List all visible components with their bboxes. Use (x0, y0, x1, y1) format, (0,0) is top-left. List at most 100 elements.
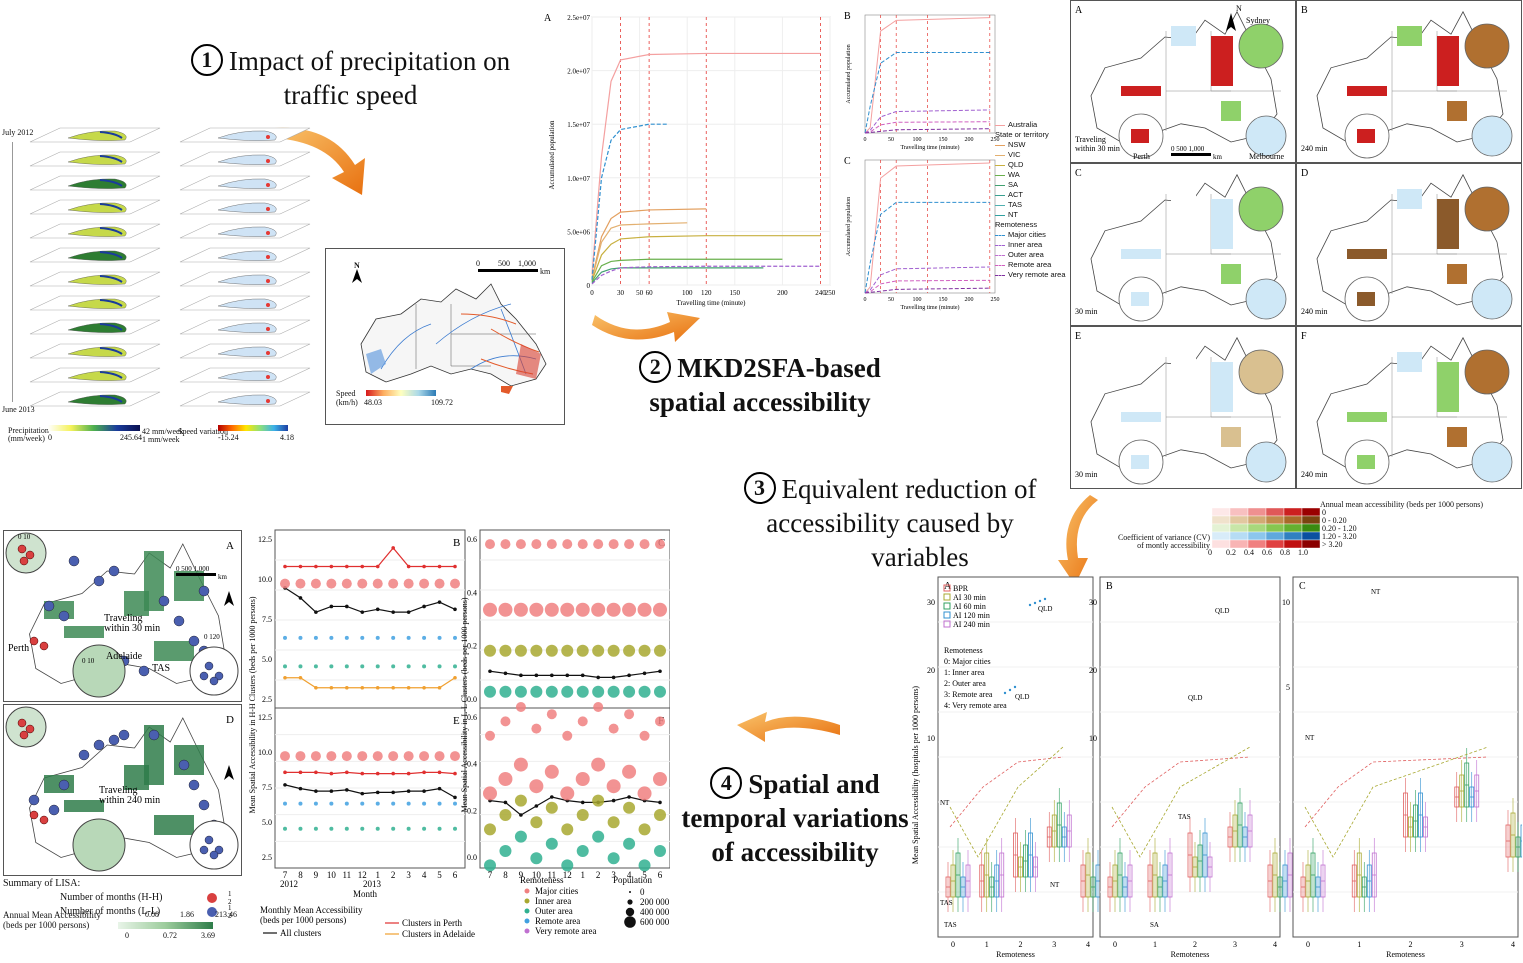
population-dot (453, 826, 457, 831)
pop-legend-dot (629, 891, 631, 893)
step3-number: 3 (743, 472, 776, 504)
inset-sydney (1464, 23, 1510, 69)
inset-melbourne (1245, 441, 1287, 483)
trend-point (375, 607, 380, 612)
x-axis-label: Travelling time (minute) (677, 299, 747, 307)
trend-line (285, 547, 455, 568)
bivariate-cell (1301, 508, 1321, 517)
hh-cluster-point (39, 641, 49, 651)
trend-point (391, 685, 395, 690)
bivariate-row-label: 0 (1322, 508, 1326, 517)
lisa-ll-label: Number of months (L-L) (60, 906, 161, 917)
speedvar-spot (266, 135, 270, 139)
map-panel-d: D 240 min (1296, 163, 1522, 326)
legend-label: BPR (953, 584, 969, 593)
speedvar-map (217, 250, 277, 261)
population-dot (391, 635, 396, 640)
population-dot (513, 602, 528, 617)
bpr-trend (1304, 756, 1489, 828)
ll-cluster-point (204, 661, 214, 671)
x-tick: 240 (815, 289, 826, 297)
y-tick: 7.5 (262, 615, 272, 624)
population-dot (360, 664, 365, 669)
population-dot (344, 801, 349, 806)
accessibility-region (64, 800, 104, 812)
ll-cluster-point (209, 850, 219, 860)
population-dot (607, 644, 620, 657)
time-axis-line (12, 142, 13, 402)
population-dot (654, 685, 666, 698)
annual-legend-title: Annual Mean Accessibility (beds per 1000… (3, 910, 101, 930)
plot-frame (864, 14, 996, 134)
layers-bottom-label: June 2013 (2, 405, 35, 414)
series-line-vic (591, 222, 688, 280)
trend-point (658, 800, 662, 805)
city-sydney: Sydney (1246, 16, 1270, 25)
annual-tick-bottom: 0.72 (163, 931, 177, 940)
zoom-scale: 0 10 (18, 533, 31, 541)
region-block (1171, 352, 1196, 372)
trend-point (406, 771, 411, 776)
trend-point (422, 789, 426, 793)
legend-key (943, 620, 951, 628)
trend-point (580, 800, 585, 805)
trend-point (406, 564, 411, 569)
population-dot (403, 578, 414, 589)
x-tick: 250 (991, 137, 1000, 143)
legend-state: SA (995, 180, 1070, 190)
inset-melbourne (1471, 441, 1513, 483)
time-label: 30 min (1075, 307, 1097, 316)
step1-line2: traffic speed (283, 80, 418, 110)
population-dot (638, 644, 651, 657)
maps-grid: A Traveling within 30 min Sydney Perth Melbou… (1070, 0, 1522, 490)
trend-point (314, 685, 318, 690)
trend-point (345, 788, 349, 792)
bivariate-cell (1212, 539, 1231, 548)
trend-point (453, 675, 457, 680)
ll-cluster-point (93, 575, 105, 587)
hh-cluster-point (25, 724, 35, 734)
population-dot (622, 602, 637, 617)
panel-label: C (1075, 168, 1082, 179)
x-tick: 3 (1233, 940, 1237, 949)
inset-sydney (1464, 186, 1510, 232)
population-dot (498, 772, 513, 786)
ll-cluster-point (188, 635, 200, 647)
ll-cluster-point (188, 779, 200, 791)
population-dot (372, 751, 383, 762)
trend-point (360, 685, 365, 690)
trend-point (375, 771, 380, 776)
trend-point (345, 564, 349, 569)
cv-tick: 0 (1208, 548, 1212, 557)
map-panel-f: F 240 min (1296, 326, 1522, 489)
region-block (1447, 101, 1467, 121)
legend-remote-heading: Remoteness (995, 220, 1038, 229)
inset-circle (72, 644, 126, 698)
remote-legend-dot (524, 908, 530, 914)
population-dot (575, 772, 590, 786)
precip-min: 0 (48, 433, 52, 442)
population-dot (437, 826, 442, 831)
population-dot (391, 826, 396, 831)
population-dot (607, 685, 620, 698)
population-dot (623, 644, 636, 657)
population-dot (357, 578, 368, 589)
map-drawing: D 240 min (1301, 168, 1513, 322)
population-dot (513, 757, 528, 772)
population-dot (637, 786, 652, 801)
bivariate-cell (1301, 539, 1321, 548)
region-block (1171, 26, 1196, 46)
month-tick: 9 (314, 870, 319, 880)
population-dot (388, 578, 399, 589)
population-dot (577, 716, 588, 727)
trend-line (284, 587, 456, 613)
y-axis-label: Accumulated population (846, 44, 852, 103)
precip-band (99, 179, 123, 187)
legend-key (943, 611, 951, 619)
population-dot (530, 644, 543, 657)
trend-line (285, 677, 456, 689)
population-dot (575, 602, 590, 617)
y-tick: 20 (1089, 666, 1097, 675)
north-label: N (1236, 4, 1242, 13)
